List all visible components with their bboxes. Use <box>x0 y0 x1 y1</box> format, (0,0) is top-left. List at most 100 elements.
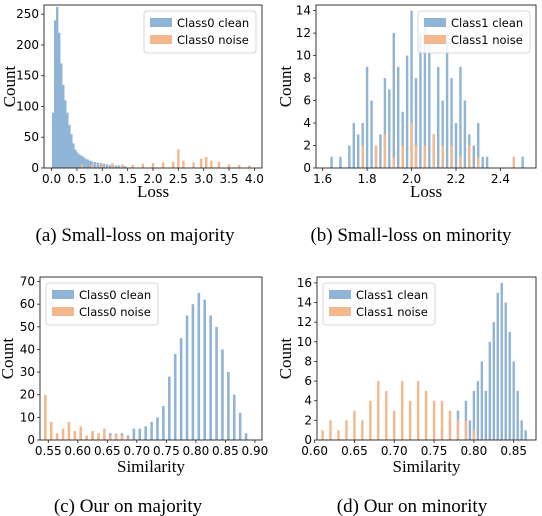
bar <box>348 145 351 168</box>
bar <box>215 326 218 440</box>
bar <box>463 100 467 168</box>
bar <box>126 437 130 440</box>
legend-swatch <box>424 18 446 27</box>
bar <box>237 164 241 168</box>
bar <box>221 349 224 440</box>
legend-swatch <box>52 290 74 299</box>
legend-swatch <box>329 290 351 299</box>
bar <box>441 100 444 168</box>
x-tick-label: 2.0 <box>143 172 162 186</box>
bar <box>93 161 96 168</box>
bar <box>445 33 449 168</box>
y-axis-label: Count <box>276 65 295 107</box>
bar <box>432 134 435 168</box>
bar <box>209 315 212 440</box>
axes-frame <box>39 276 263 441</box>
bar <box>248 165 251 168</box>
x-axis-label: Similarity <box>393 457 462 476</box>
y-tick-label: 0 <box>304 433 312 447</box>
bar <box>459 156 462 168</box>
bar <box>227 372 230 440</box>
bar <box>393 410 396 440</box>
bar <box>369 400 372 440</box>
bar <box>151 163 155 168</box>
series-clean <box>51 6 127 169</box>
bar <box>97 433 100 440</box>
bar <box>114 433 118 440</box>
bar <box>123 166 127 168</box>
bar <box>108 435 112 440</box>
y-tick-label: 8 <box>303 71 311 85</box>
x-tick-label: 0.60 <box>64 444 91 458</box>
bar <box>388 89 391 168</box>
legend-label: Class1 noise <box>451 33 523 47</box>
bar <box>424 390 428 440</box>
y-tick-label: 4 <box>303 116 311 130</box>
bar <box>374 145 378 168</box>
bar <box>205 156 208 168</box>
bar <box>114 165 118 168</box>
panel-caption: (a) Small-loss on majority <box>36 225 235 246</box>
legend-label: Class1 clean <box>451 16 523 30</box>
bar <box>472 390 476 440</box>
y-tick-label: 4 <box>304 394 312 408</box>
x-tick-label: 0.85 <box>500 444 527 458</box>
bar <box>392 156 395 168</box>
bar <box>464 420 468 440</box>
panel-caption: (c) Our on majority <box>54 496 203 516</box>
bar <box>405 55 409 169</box>
legend: Class1 clean Class1 noise <box>417 10 531 54</box>
bar <box>383 134 387 168</box>
bar <box>126 435 130 440</box>
bar <box>377 381 380 440</box>
bar <box>472 145 475 168</box>
y-tick-label: 20 <box>20 388 35 402</box>
bar <box>244 433 248 440</box>
x-tick-label: 3.5 <box>219 172 238 186</box>
legend-swatch <box>150 18 172 27</box>
x-tick-label: 2.5 <box>169 172 188 186</box>
x-tick-label: 1.8 <box>358 172 377 186</box>
bar <box>91 430 94 440</box>
bar <box>62 84 65 168</box>
bar <box>203 299 207 440</box>
bar <box>76 152 79 168</box>
panel-caption: (b) Small-loss on minority <box>310 225 512 246</box>
legend: Class0 clean Class0 noise <box>143 10 257 54</box>
bar <box>410 10 413 169</box>
x-tick-label: 3.0 <box>194 172 213 186</box>
bar <box>138 428 142 440</box>
x-axis-label: Loss <box>137 182 169 201</box>
bar <box>85 435 88 440</box>
bar <box>414 145 418 168</box>
bar <box>66 112 69 168</box>
y-tick-label: 250 <box>16 7 39 21</box>
bar <box>401 145 404 168</box>
bar <box>108 164 112 168</box>
bar <box>101 163 104 168</box>
bar <box>72 143 75 168</box>
bar <box>353 410 356 440</box>
bar <box>141 163 145 168</box>
bar <box>450 78 453 168</box>
bar <box>53 20 57 168</box>
bar <box>64 100 67 168</box>
bar <box>459 66 462 168</box>
x-axis-label: Loss <box>410 182 442 201</box>
bar <box>199 158 203 168</box>
x-tick-label: 0.80 <box>183 444 210 458</box>
bar <box>419 33 422 168</box>
bar <box>182 160 185 168</box>
bar <box>361 123 364 168</box>
bar <box>58 32 61 169</box>
bar <box>423 145 427 168</box>
y-tick-label: 50 <box>24 130 39 144</box>
bar <box>191 304 195 440</box>
bar <box>161 162 165 168</box>
bar <box>78 154 81 168</box>
chart-panel-4: 0.60 0.65 0.70 0.75 0.80 0.85 0 2 4 6 8 10 12 14 16 Sim… <box>276 276 537 516</box>
bar <box>192 162 195 168</box>
x-tick-label: 0.60 <box>301 444 328 458</box>
bar <box>132 428 136 440</box>
bar <box>520 420 523 440</box>
